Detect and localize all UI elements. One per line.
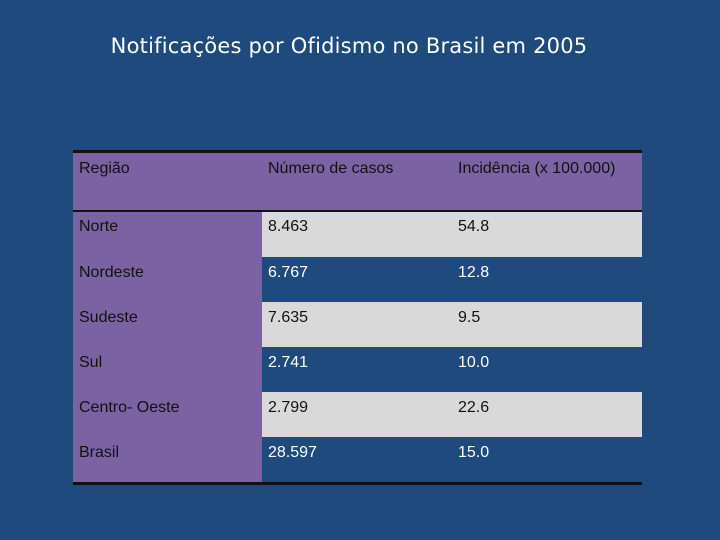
- cases-cell: 6.767: [262, 257, 452, 302]
- header-cases: Número de casos: [262, 153, 452, 210]
- region-cell: Norte: [73, 212, 262, 257]
- incidence-cell: 15.0: [452, 437, 642, 482]
- incidence-cell: 54.8: [452, 212, 642, 257]
- cases-cell: 7.635: [262, 302, 452, 347]
- incidence-cell: 9.5: [452, 302, 642, 347]
- incidence-cell: 12.8: [452, 257, 642, 302]
- cases-cell: 2.741: [262, 347, 452, 392]
- table-row: Centro- Oeste 2.799 22.6: [73, 392, 642, 437]
- table-row: Norte 8.463 54.8: [73, 210, 642, 257]
- header-incidence: Incidência (x 100.000): [452, 153, 642, 210]
- incidence-cell: 10.0: [452, 347, 642, 392]
- cases-cell: 2.799: [262, 392, 452, 437]
- region-cell: Sudeste: [73, 302, 262, 347]
- table-header-row: Região Número de casos Incidência (x 100…: [73, 153, 642, 210]
- header-region: Região: [73, 153, 262, 210]
- cases-cell: 28.597: [262, 437, 452, 482]
- cases-table: Região Número de casos Incidência (x 100…: [73, 150, 642, 485]
- table-row: Nordeste 6.767 12.8: [73, 257, 642, 302]
- region-cell: Brasil: [73, 437, 262, 482]
- cases-cell: 8.463: [262, 212, 452, 257]
- table-row: Sul 2.741 10.0: [73, 347, 642, 392]
- table-row: Sudeste 7.635 9.5: [73, 302, 642, 347]
- region-cell: Nordeste: [73, 257, 262, 302]
- incidence-cell: 22.6: [452, 392, 642, 437]
- region-cell: Centro- Oeste: [73, 392, 262, 437]
- table-row: Brasil 28.597 15.0: [73, 437, 642, 482]
- slide-title: Notificações por Ofidismo no Brasil em 2…: [110, 34, 588, 58]
- region-cell: Sul: [73, 347, 262, 392]
